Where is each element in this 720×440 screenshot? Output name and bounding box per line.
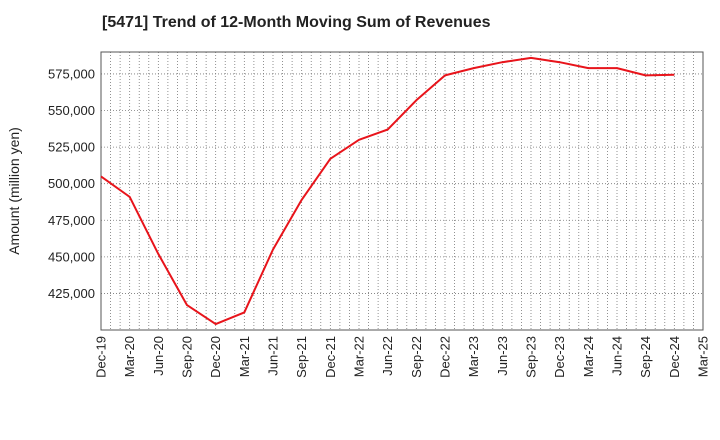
y-tick-label: 550,000 [48, 103, 95, 118]
y-tick-label: 475,000 [48, 213, 95, 228]
x-tick-label: Dec-21 [323, 336, 338, 378]
series-line [100, 56, 675, 326]
y-axis-ticks: 425,000 450,000 475,000 500,000 525,000 550,0… [48, 66, 95, 300]
x-tick-label: Dec-22 [438, 336, 453, 378]
x-tick-label: Dec-23 [552, 336, 567, 378]
x-tick-label: Jun-24 [610, 336, 625, 376]
x-tick-label: Dec-24 [667, 336, 682, 378]
x-tick-label: Mar-20 [122, 336, 137, 377]
y-tick-label: 525,000 [48, 140, 95, 155]
x-tick-label: Mar-22 [352, 336, 367, 377]
x-tick-label: Jun-20 [151, 336, 166, 376]
y-tick-label: 450,000 [48, 249, 95, 264]
y-axis-label: Amount (million yen) [6, 127, 22, 255]
x-tick-label: Jun-22 [380, 336, 395, 376]
x-axis-ticks: Dec-19 Mar-20 Jun-20 Sep-20 Dec-20 Mar-21 Jun-… [94, 336, 711, 378]
y-tick-label: 425,000 [48, 286, 95, 301]
x-tick-label: Mar-23 [466, 336, 481, 377]
x-tick-label: Dec-19 [94, 336, 109, 378]
y-tick-label: 500,000 [48, 176, 95, 191]
series-layer [100, 56, 675, 326]
x-tick-label: Jun-23 [495, 336, 510, 376]
x-tick-label: Sep-24 [638, 336, 653, 378]
x-tick-label: Jun-21 [266, 336, 281, 376]
x-tick-label: Sep-23 [524, 336, 539, 378]
x-tick-label: Dec-20 [208, 336, 223, 378]
x-tick-label: Sep-21 [294, 336, 309, 378]
x-tick-label: Sep-22 [409, 336, 424, 378]
grid-lines [101, 52, 703, 330]
chart-title: [5471] Trend of 12-Month Moving Sum of R… [102, 14, 491, 31]
y-tick-label: 575,000 [48, 66, 95, 81]
plot-frame [100, 51, 704, 331]
x-tick-label: Mar-25 [696, 336, 711, 377]
x-tick-label: Mar-24 [581, 336, 596, 377]
x-tick-label: Mar-21 [237, 336, 252, 377]
x-tick-label: Sep-20 [180, 336, 195, 378]
